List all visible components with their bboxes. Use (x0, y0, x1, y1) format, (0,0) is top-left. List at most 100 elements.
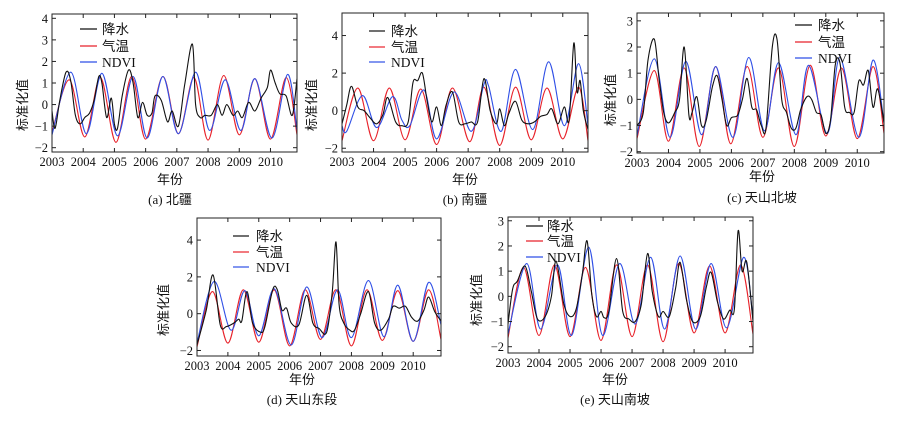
y-tick-label: 0 (627, 93, 633, 107)
y-tick-label: −1 (491, 315, 504, 329)
y-axis-title: 标准化值 (469, 274, 485, 326)
x-tick-label: 2004 (215, 359, 241, 373)
y-axis-title: 标准化值 (304, 79, 320, 131)
x-tick-label: 2005 (687, 156, 712, 170)
x-tick-label: 2004 (71, 155, 97, 169)
precip-line (197, 241, 441, 346)
x-tick-label: 2003 (330, 155, 355, 169)
x-tick-label: 2003 (496, 356, 521, 370)
ndvi-line (52, 71, 297, 139)
legend-label-temp: 气温 (102, 39, 129, 54)
legend: 降水 气温 NDVI (233, 229, 290, 275)
ndvi-line (197, 280, 441, 346)
legend: 降水 气温 NDVI (80, 22, 136, 70)
x-axis-title: 年份 (452, 173, 478, 188)
y-tick-label: 0 (332, 104, 338, 118)
temp-line (637, 64, 884, 148)
axes-frame (341, 12, 589, 153)
y-tick-label: 3 (42, 33, 48, 47)
x-tick-label: 2009 (227, 155, 252, 169)
x-tick-label: 2009 (682, 356, 707, 370)
y-tick-label: 0 (42, 98, 48, 112)
legend-label-precip: 降水 (102, 22, 129, 37)
y-tick-label: 1 (627, 67, 633, 81)
legend-label-temp: 气温 (547, 234, 574, 249)
legend-label-precip: 降水 (818, 18, 846, 33)
x-tick-label: 2009 (519, 155, 544, 169)
x-tick-label: 2005 (102, 155, 127, 169)
x-axis-title: 年份 (289, 373, 315, 388)
y-tick-label: 1 (498, 265, 504, 279)
x-axis-title: 年份 (749, 170, 775, 185)
panel-caption: (e) 天山南坡 (580, 392, 650, 407)
axes-frame (51, 13, 298, 153)
panel-c-tianshan-north: 2003 2004 2005 2006 2007 2008 2009 2010 −2 −1 0 1 2 3… (603, 12, 885, 205)
y-tick-label: 1 (42, 77, 48, 91)
x-tick-label: 2007 (308, 359, 333, 373)
y-axis-title: 标准化值 (15, 79, 31, 131)
x-tick-label: 2006 (719, 156, 744, 170)
plot-area: 2003 2004 2005 2006 2007 2008 2009 2010 −2 −1 0 1 2 3 (620, 12, 885, 170)
precip-line (637, 33, 884, 135)
x-tick-label: 2006 (277, 359, 302, 373)
plot-area: 2003 2004 2005 2006 2007 2008 2009 2010 −2 −1 0 1 2 3 (491, 214, 754, 370)
legend-label-ndvi: NDVI (547, 250, 581, 265)
legend-label-precip: 降水 (547, 219, 575, 234)
legend-label-ndvi: NDVI (256, 260, 290, 275)
x-tick-label: 2003 (40, 155, 65, 169)
legend-label-temp: 气温 (391, 40, 418, 55)
axes-frame (636, 12, 885, 154)
plot-area: 2003 2004 2005 2006 2007 2008 2009 2010 −2 0 2 4 (180, 217, 442, 373)
x-tick-label: 2008 (782, 156, 807, 170)
y-tick-label: 2 (42, 55, 48, 69)
x-axis-title: 年份 (602, 373, 628, 388)
y-tick-label: −1 (620, 119, 633, 133)
y-tick-label: 2 (332, 67, 338, 81)
x-tick-label: 2008 (651, 356, 676, 370)
x-tick-label: 2008 (487, 155, 512, 169)
y-tick-label: −2 (180, 344, 193, 358)
x-tick-label: 2007 (620, 356, 645, 370)
plot-area: 2003 2004 2005 2006 2007 2008 2009 2010 −2 0 2 4 (325, 12, 589, 169)
y-tick-label: 4 (332, 29, 339, 43)
x-tick-label: 2003 (185, 359, 210, 373)
panel-d-tianshan-east: 2003 2004 2005 2006 2007 2008 2009 2010 −2 0 2 4 降水… (156, 217, 442, 407)
precip-line (52, 43, 297, 131)
temp-line (508, 263, 753, 343)
x-tick-label: 2007 (164, 155, 189, 169)
x-tick-label: 2010 (550, 155, 575, 169)
x-axis-title: 年份 (157, 173, 183, 188)
y-axis-title: 标准化值 (603, 74, 619, 126)
panel-e-tianshan-south: 2003 2004 2005 2006 2007 2008 2009 2010 −2 −1 0 1 2 3… (469, 214, 754, 407)
ndvi-line (508, 246, 753, 336)
y-tick-label: 4 (42, 12, 49, 26)
panel-caption: (a) 北疆 (148, 192, 192, 207)
y-tick-label: 2 (627, 41, 633, 55)
ndvi-line (342, 61, 588, 140)
y-tick-label: −2 (35, 141, 48, 155)
x-tick-label: 2007 (456, 155, 481, 169)
x-tick-label: 2007 (750, 156, 775, 170)
x-tick-label: 2005 (246, 359, 271, 373)
x-tick-label: 2009 (813, 156, 838, 170)
x-tick-label: 2004 (361, 155, 387, 169)
legend-label-ndvi: NDVI (818, 51, 852, 66)
legend-label-temp: 气温 (818, 35, 845, 50)
y-tick-label: 2 (498, 239, 504, 253)
x-tick-label: 2010 (845, 156, 870, 170)
y-tick-label: 0 (187, 307, 193, 321)
x-tick-label: 2005 (558, 356, 583, 370)
axes-frame (507, 216, 754, 354)
x-tick-label: 2004 (527, 356, 553, 370)
x-tick-label: 2004 (656, 156, 682, 170)
y-tick-label: 4 (187, 234, 194, 248)
x-tick-label: 2010 (713, 356, 738, 370)
temp-line (52, 74, 297, 143)
x-tick-label: 2008 (339, 359, 364, 373)
panel-caption: (c) 天山北坡 (727, 190, 797, 205)
x-tick-label: 2006 (424, 155, 449, 169)
y-tick-label: −1 (35, 120, 48, 134)
panel-a-beijiang: 2003 2004 2005 2006 2007 2008 2009 2010 −2 −1 0 1 2 3… (15, 12, 298, 207)
precip-line (508, 230, 753, 325)
